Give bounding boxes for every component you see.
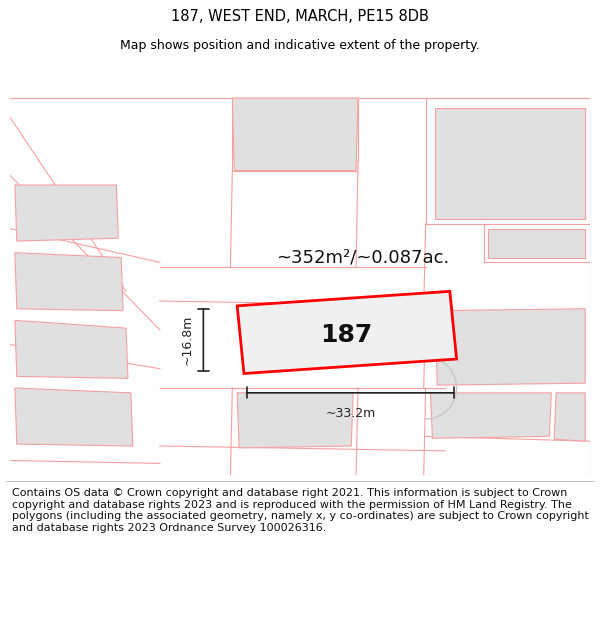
Polygon shape — [436, 107, 585, 219]
Text: Map shows position and indicative extent of the property.: Map shows position and indicative extent… — [120, 39, 480, 52]
Text: ~352m²/~0.087ac.: ~352m²/~0.087ac. — [276, 249, 449, 266]
Polygon shape — [554, 393, 585, 441]
Polygon shape — [237, 393, 353, 448]
Polygon shape — [430, 393, 551, 438]
Polygon shape — [232, 98, 358, 171]
Polygon shape — [15, 388, 133, 446]
Polygon shape — [436, 309, 585, 385]
Polygon shape — [488, 229, 585, 258]
Polygon shape — [237, 291, 457, 374]
Text: ~16.8m: ~16.8m — [181, 314, 194, 365]
Text: 187: 187 — [320, 323, 373, 347]
Text: 187, WEST END, MARCH, PE15 8DB: 187, WEST END, MARCH, PE15 8DB — [171, 9, 429, 24]
Polygon shape — [15, 321, 128, 378]
Text: ~33.2m: ~33.2m — [325, 408, 376, 421]
Text: Contains OS data © Crown copyright and database right 2021. This information is : Contains OS data © Crown copyright and d… — [12, 488, 589, 533]
Polygon shape — [15, 185, 118, 241]
Polygon shape — [15, 253, 123, 311]
